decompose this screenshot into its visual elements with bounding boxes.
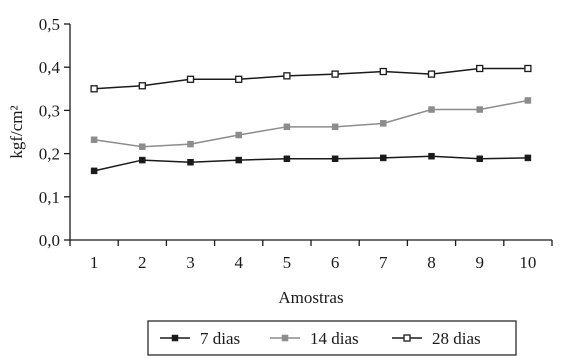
series-layer [90, 64, 532, 175]
data-point [139, 156, 146, 164]
legend: 7 dias 14 dias 28 dias [147, 320, 517, 356]
data-point [524, 97, 532, 104]
legend-marker [171, 334, 179, 342]
y-axis-title: kgf/cm² [7, 105, 26, 158]
x-tick-label: 7 [379, 253, 388, 272]
x-tick-label: 3 [186, 253, 195, 272]
legend-label: 14 dias [310, 329, 359, 348]
data-point [235, 156, 242, 164]
data-point [428, 152, 435, 160]
data-point [90, 85, 98, 93]
series-line [93, 99, 529, 148]
data-point [187, 158, 194, 166]
x-tick-label: 9 [475, 253, 484, 272]
y-tick-label: 0,2 [39, 145, 60, 164]
x-tick-label: 1 [90, 253, 99, 272]
data-point [90, 136, 98, 144]
legend-marker [403, 334, 411, 342]
legend-item: 14 dias [270, 329, 359, 348]
data-point [524, 154, 532, 162]
x-axis-title: Amostras [278, 288, 343, 307]
legend-marker [281, 334, 289, 342]
x-tick-label: 6 [331, 253, 340, 272]
data-point [427, 70, 436, 78]
y-tick-label: 0,1 [39, 188, 60, 207]
data-point [235, 131, 242, 139]
data-point [428, 106, 435, 113]
x-tick-label: 4 [234, 253, 243, 272]
data-point [186, 75, 195, 83]
data-point [476, 106, 483, 113]
data-point [380, 154, 387, 162]
data-point [283, 123, 291, 131]
series-line [94, 67, 528, 90]
x-tick-label: 2 [138, 253, 147, 272]
data-point [90, 167, 98, 175]
series-3 [90, 64, 532, 93]
legend-item: 28 dias [392, 329, 481, 348]
legend-label: 7 dias [200, 329, 240, 348]
series-1 [90, 152, 532, 175]
y-tick-label: 0,0 [39, 231, 60, 250]
data-point [283, 72, 291, 80]
data-point [379, 67, 387, 76]
legend-box [147, 320, 517, 356]
data-point [138, 82, 146, 90]
data-point [187, 140, 194, 148]
data-point [476, 64, 484, 73]
series-line [93, 155, 528, 172]
data-point [476, 155, 483, 163]
y-tick-label: 0,5 [39, 15, 60, 34]
data-point [139, 143, 146, 150]
series-2 [90, 97, 532, 150]
legend-item: 7 dias [160, 329, 240, 348]
y-tick-label: 0,4 [39, 58, 61, 77]
x-tick-label: 10 [519, 253, 536, 272]
data-point [380, 120, 387, 127]
data-point [331, 70, 339, 78]
x-tick-label: 5 [283, 253, 292, 272]
y-tick-label: 0,3 [39, 101, 60, 120]
data-point [331, 123, 339, 131]
data-point [524, 64, 532, 73]
data-point [331, 155, 339, 163]
data-point [283, 155, 291, 163]
axes: 0,0 0,1 0,2 0,3 0,4 0,5 1 2 3 4 5 6 7 8 9 10 Amostras kgf… [7, 15, 553, 307]
legend-label: 28 dias [432, 329, 481, 348]
x-tick-label: 8 [427, 253, 436, 272]
data-point [235, 75, 243, 83]
